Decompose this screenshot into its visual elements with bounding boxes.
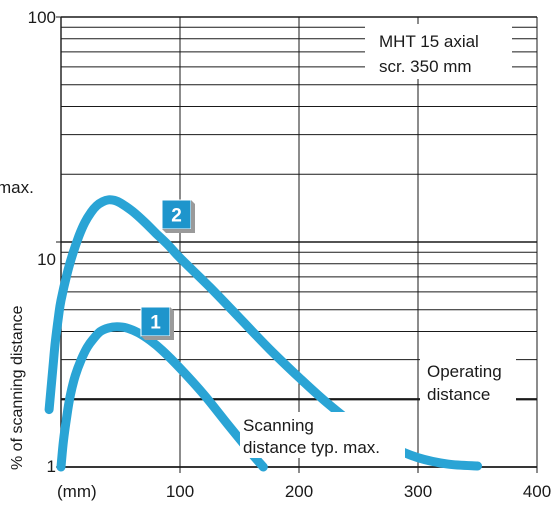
scanning-label-background	[240, 412, 405, 458]
operating-label-background	[420, 358, 516, 404]
x-tick-label-400: 400	[523, 482, 551, 501]
series-2-marker-shadow	[162, 200, 195, 233]
grid-layer	[56, 16, 538, 473]
series-1-marker-label: 1	[150, 313, 161, 334]
operating-label-line2: distance	[427, 385, 490, 404]
x-tick-label-100: 100	[166, 482, 194, 501]
curve-layer	[44, 195, 482, 472]
series-1-curve	[56, 322, 268, 472]
x-tick-label-300: 300	[404, 482, 432, 501]
series-1-marker-shadow	[141, 307, 174, 340]
x-axis-unit-label: (mm)	[57, 482, 97, 501]
y-axis-label: % of scanning distance	[9, 305, 26, 470]
y-tick-label-1: 1	[47, 457, 56, 476]
series-2-marker-label: 2	[171, 206, 182, 227]
scanning-label-line2: distance typ. max.	[243, 438, 380, 457]
series-1-marker	[140, 306, 171, 337]
scanning-label-line1: Scanning	[243, 416, 314, 435]
series-2-marker	[161, 199, 192, 230]
sensor-label-line2: scr. 350 mm	[379, 57, 472, 76]
clipped-left-label: max.	[0, 178, 34, 197]
series-2-curve	[44, 195, 482, 471]
operating-label-line1: Operating	[427, 362, 502, 381]
y-tick-label-100: 100	[28, 8, 56, 27]
y-tick-label-10: 10	[37, 250, 56, 269]
sensor-label-line1: MHT 15 axial	[379, 32, 479, 51]
x-tick-label-200: 200	[285, 482, 313, 501]
sensor-label-background	[365, 24, 512, 79]
